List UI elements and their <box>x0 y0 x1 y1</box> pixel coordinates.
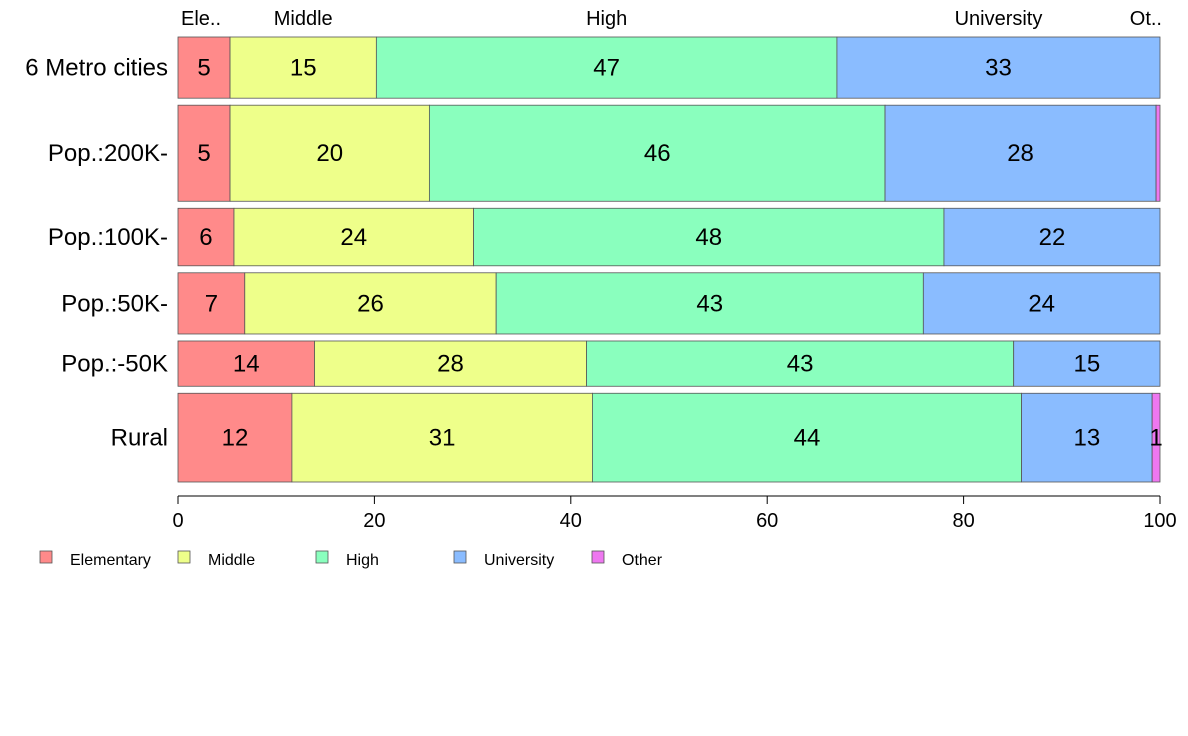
legend-swatch <box>591 550 605 564</box>
bar-row: 14 28 43 15 <box>177 340 1161 387</box>
bar-value-label: 6 <box>199 224 212 251</box>
bar-value-label: 15 <box>1073 351 1100 378</box>
bar-segment-university <box>836 36 1161 99</box>
bar-segment-high <box>495 272 924 335</box>
bar-segment-other <box>1151 392 1161 483</box>
column-header-label: Ele.. <box>181 8 221 30</box>
legend-label: Middle <box>208 552 255 569</box>
bar-segment-elementary <box>177 340 315 387</box>
bar-segment-high <box>586 340 1015 387</box>
legend-swatch <box>39 550 53 564</box>
bar-segment-middle <box>229 104 430 202</box>
bar-segment-elementary <box>177 36 231 99</box>
column-header-label: Ot.. <box>1130 8 1162 30</box>
bar-segment-middle <box>291 392 593 483</box>
bar-segment-elementary <box>177 207 235 267</box>
bar-segment-high <box>375 36 838 99</box>
legend-item-other: Other <box>591 550 663 569</box>
legend-item-university: University <box>453 550 554 569</box>
bar-value-label: 24 <box>1028 290 1055 317</box>
bar-segment-university <box>943 207 1161 267</box>
column-headers: Ele.. Middle High University Ot.. <box>181 8 1162 30</box>
x-tick-label: 80 <box>952 510 974 532</box>
legend-item-high: High <box>315 550 379 569</box>
bar-segment-high <box>428 104 886 202</box>
bar-value-label: 31 <box>429 425 456 452</box>
bar-segment-high <box>592 392 1022 483</box>
legend-label: High <box>346 552 379 569</box>
bar-value-label: 43 <box>787 351 814 378</box>
bar-segment-other <box>1155 104 1161 202</box>
bar-value-label: 48 <box>695 224 722 251</box>
bar-row: 7 26 43 24 <box>177 272 1161 335</box>
legend-label: University <box>484 552 554 569</box>
category-label: Rural <box>111 425 168 452</box>
bar-value-label: 46 <box>644 140 671 167</box>
category-label: Pop.:50K- <box>61 290 168 317</box>
bar-value-label: 22 <box>1039 224 1066 251</box>
bar-value-label: 24 <box>340 224 367 251</box>
bar-value-label: 7 <box>205 290 218 317</box>
bar-value-label: 13 <box>1073 425 1100 452</box>
category-label: Pop.:200K- <box>48 140 168 167</box>
bar-segment-elementary <box>177 392 293 483</box>
bar-value-label: 12 <box>222 425 249 452</box>
category-label: Pop.:100K- <box>48 224 168 251</box>
bar-value-label: 28 <box>1007 140 1034 167</box>
bar-value-label: 5 <box>197 55 210 82</box>
bar-segment-elementary <box>177 272 246 335</box>
legend-swatch <box>453 550 467 564</box>
bar-value-label: 47 <box>593 55 620 82</box>
legend-item-elementary: Elementary <box>39 550 151 569</box>
x-tick-label: 60 <box>756 510 778 532</box>
x-tick-label: 40 <box>560 510 582 532</box>
category-label: Pop.:-50K <box>61 351 168 378</box>
x-tick-label: 0 <box>172 510 183 532</box>
bar-segment-elementary <box>177 104 231 202</box>
bar-segment-university <box>884 104 1157 202</box>
bar-value-label: 5 <box>197 140 210 167</box>
bar-value-label: 26 <box>357 290 384 317</box>
bar-segment-university <box>1013 340 1161 387</box>
legend-swatch <box>177 550 191 564</box>
legend-item-middle: Middle <box>177 550 255 569</box>
bar-row: 6 24 48 22 <box>177 207 1161 267</box>
bar-segment-middle <box>314 340 587 387</box>
bar-value-label: 15 <box>290 55 317 82</box>
bar-value-label: 14 <box>233 351 260 378</box>
x-axis: 0 20 40 60 80 100 <box>172 495 1177 532</box>
legend: Elementary Middle High University Other <box>39 550 663 569</box>
x-tick-label: 20 <box>363 510 385 532</box>
row-labels: 6 Metro cities Pop.:200K- Pop.:100K- Pop.:5… <box>25 55 168 452</box>
bar-row: 5 15 47 33 <box>177 36 1161 99</box>
bar-value-label: 44 <box>794 425 821 452</box>
category-label: 6 Metro cities <box>25 55 168 82</box>
bar-segment-middle <box>233 207 474 267</box>
column-header-label: Middle <box>274 8 333 30</box>
bar-value-label: 1 <box>1149 425 1162 452</box>
bar-row: 5 20 46 28 <box>177 104 1161 202</box>
legend-swatch <box>315 550 329 564</box>
bar-value-label: 43 <box>696 290 723 317</box>
bars: 5 15 47 33 5 20 46 28 6 24 48 22 7 26 43 24 14 28 43 15 12 31… <box>177 36 1163 483</box>
bar-segment-university <box>922 272 1161 335</box>
bar-value-label: 20 <box>316 140 343 167</box>
bar-value-label: 28 <box>437 351 464 378</box>
column-header-label: University <box>955 8 1043 30</box>
legend-label: Other <box>622 552 663 569</box>
legend-label: Elementary <box>70 552 151 569</box>
bar-value-label: 33 <box>985 55 1012 82</box>
column-header-label: High <box>586 8 627 30</box>
x-tick-label: 100 <box>1143 510 1176 532</box>
bar-segment-middle <box>244 272 497 335</box>
bar-row: 12 31 44 13 1 <box>177 392 1163 483</box>
bar-segment-middle <box>229 36 377 99</box>
